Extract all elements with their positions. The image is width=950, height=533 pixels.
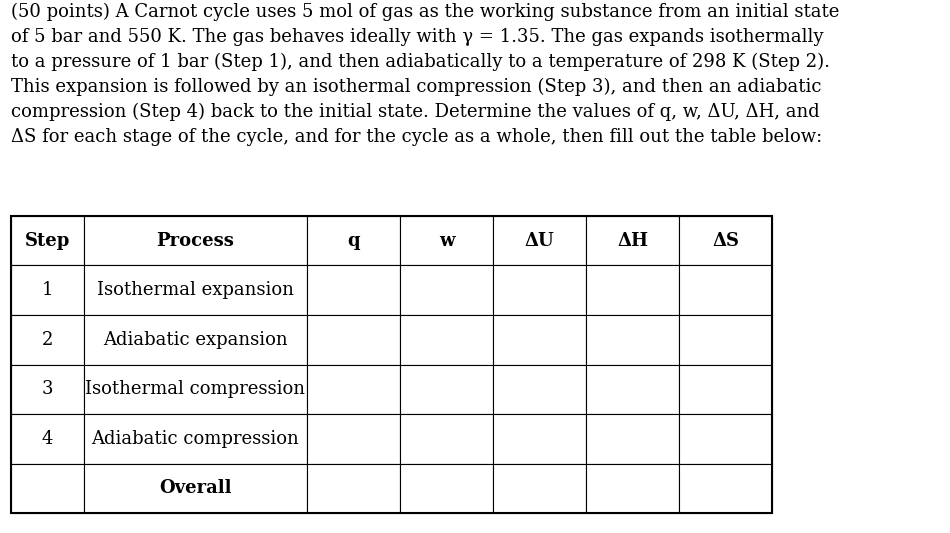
Bar: [307, 365, 400, 414]
Bar: [493, 265, 586, 315]
Bar: [586, 414, 679, 464]
Text: Overall: Overall: [159, 480, 232, 497]
Bar: [586, 365, 679, 414]
Bar: [84, 464, 307, 513]
Bar: [586, 315, 679, 365]
Text: ΔU: ΔU: [524, 232, 555, 249]
Bar: [679, 216, 772, 265]
Bar: [679, 315, 772, 365]
Text: Isothermal compression: Isothermal compression: [86, 381, 305, 398]
Bar: [11, 216, 772, 513]
Bar: [84, 265, 307, 315]
Bar: [493, 414, 586, 464]
Text: Isothermal expansion: Isothermal expansion: [97, 281, 294, 299]
Bar: [11, 315, 84, 365]
Bar: [84, 315, 307, 365]
Bar: [493, 216, 586, 265]
Bar: [307, 464, 400, 513]
Text: Step: Step: [25, 232, 70, 249]
Bar: [400, 464, 493, 513]
Bar: [400, 414, 493, 464]
Text: Adiabatic compression: Adiabatic compression: [91, 430, 299, 448]
Text: w: w: [439, 232, 454, 249]
Bar: [11, 216, 84, 265]
Bar: [493, 365, 586, 414]
Bar: [307, 414, 400, 464]
Bar: [84, 414, 307, 464]
Bar: [307, 216, 400, 265]
Text: Process: Process: [157, 232, 234, 249]
Bar: [11, 365, 84, 414]
Bar: [11, 414, 84, 464]
Text: (50 points) A Carnot cycle uses 5 mol of gas as the working substance from an in: (50 points) A Carnot cycle uses 5 mol of…: [11, 3, 840, 146]
Bar: [679, 365, 772, 414]
Bar: [586, 265, 679, 315]
Bar: [307, 315, 400, 365]
Bar: [679, 464, 772, 513]
Text: q: q: [347, 232, 360, 249]
Bar: [493, 464, 586, 513]
Text: 4: 4: [42, 430, 53, 448]
Text: 2: 2: [42, 331, 53, 349]
Bar: [586, 464, 679, 513]
Bar: [400, 365, 493, 414]
Bar: [400, 315, 493, 365]
Text: Adiabatic expansion: Adiabatic expansion: [103, 331, 288, 349]
Bar: [84, 216, 307, 265]
Bar: [11, 464, 84, 513]
Bar: [400, 265, 493, 315]
Text: 1: 1: [42, 281, 53, 299]
Bar: [307, 265, 400, 315]
Bar: [679, 414, 772, 464]
Bar: [84, 365, 307, 414]
Bar: [400, 216, 493, 265]
Bar: [586, 216, 679, 265]
Text: ΔS: ΔS: [712, 232, 739, 249]
Bar: [493, 315, 586, 365]
Bar: [679, 265, 772, 315]
Text: 3: 3: [42, 381, 53, 398]
Bar: [11, 265, 84, 315]
Text: ΔH: ΔH: [618, 232, 648, 249]
